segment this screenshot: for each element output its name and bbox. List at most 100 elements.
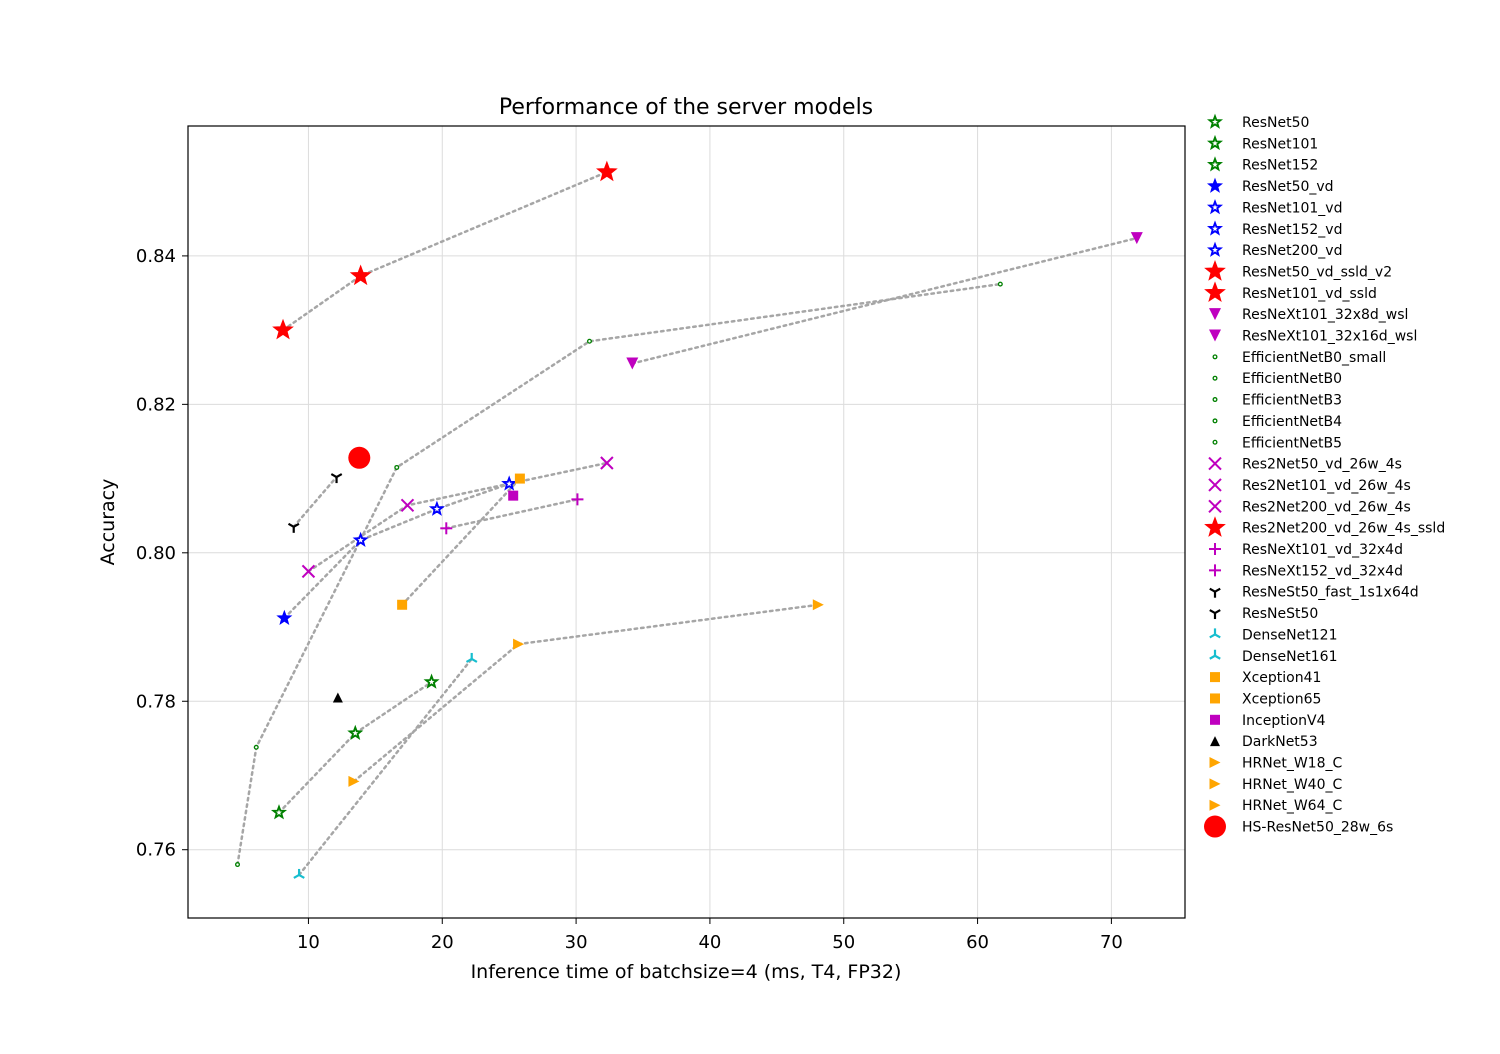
point-hrnet-w18-c xyxy=(348,775,360,787)
legend-item-darknet53: DarkNet53 xyxy=(1210,734,1318,750)
legend-marker xyxy=(1209,308,1221,321)
point-res2net101-vd-26w-4s xyxy=(400,498,415,513)
point-resnext101-32x8d-wsl xyxy=(626,357,639,370)
connector-line xyxy=(631,236,1139,365)
legend-marker xyxy=(1209,609,1221,620)
legend-item-resnet200-vd: ResNet200_vd xyxy=(1206,241,1342,259)
legend-marker xyxy=(1210,693,1220,704)
connector-line xyxy=(400,477,522,607)
axis-ticks: 10 20 30 40 50 60 70 0.76 0.78 0.80 0.82 0.84 xyxy=(136,246,1123,953)
y-tick-label: 0.80 xyxy=(136,543,176,564)
point-res2net200-vd-26w-4s xyxy=(600,456,614,470)
legend-label: ResNet152_vd xyxy=(1242,222,1342,238)
legend-marker xyxy=(1209,543,1221,555)
point-hrnet-w64-c xyxy=(812,599,824,611)
legend-label: ResNeXt101_32x16d_wsl xyxy=(1242,329,1417,345)
legend-item-hrnet-w18-c: HRNet_W18_C xyxy=(1209,756,1342,772)
connector-line xyxy=(352,603,820,783)
legend-item-inceptionv4: InceptionV4 xyxy=(1210,713,1326,729)
point-resnet200-vd xyxy=(501,475,518,491)
data-points xyxy=(235,160,1143,879)
legend-label: HS-ResNet50_28w_6s xyxy=(1242,820,1393,836)
legend-label: Res2Net200_vd_26w_4s_ssld xyxy=(1242,521,1445,537)
legend-label: DarkNet53 xyxy=(1242,734,1318,750)
legend-item-resnet101-vd: ResNet101_vd xyxy=(1206,198,1342,216)
legend-item-res2net50-vd-26w-4s: Res2Net50_vd_26w_4s xyxy=(1208,456,1402,473)
y-tick-label: 0.82 xyxy=(136,394,176,415)
legend-marker xyxy=(1209,628,1221,639)
legend-marker xyxy=(1208,456,1222,471)
x-tick-label: 40 xyxy=(698,932,721,953)
legend-item-res2net200-vd-26w-4s-ssld: Res2Net200_vd_26w_4s_ssld xyxy=(1204,516,1445,537)
legend-item-resnext152-vd-32x4d: ResNeXt152_vd_32x4d xyxy=(1209,563,1403,579)
legend-marker xyxy=(1209,649,1221,660)
connector-line xyxy=(445,498,579,530)
legend-label: ResNet50 xyxy=(1242,115,1309,131)
point-densenet121 xyxy=(293,868,305,879)
legend-marker xyxy=(1209,587,1221,598)
legend-item-xception41: Xception41 xyxy=(1210,670,1321,686)
point-densenet161 xyxy=(465,652,478,663)
legend-label: HRNet_W40_C xyxy=(1242,777,1342,793)
legend-label: EfficientNetB3 xyxy=(1242,393,1342,409)
legend-item-resnext101-vd-32x4d: ResNeXt101_vd_32x4d xyxy=(1209,542,1403,558)
y-tick-label: 0.84 xyxy=(136,246,176,267)
y-tick-label: 0.78 xyxy=(136,691,176,712)
x-tick-label: 50 xyxy=(832,932,855,953)
legend-item-hs-resnet50-28w-6s: HS-ResNet50_28w_6s xyxy=(1204,815,1393,838)
legend-label: ResNet101_vd_ssld xyxy=(1242,286,1377,302)
point-res2net200-vd-26w-4s-ssld xyxy=(596,160,618,182)
point-efficientnetb3 xyxy=(394,464,400,470)
y-axis-label: Accuracy xyxy=(97,479,119,566)
point-resnet152-vd xyxy=(428,500,445,516)
point-resnet101 xyxy=(423,673,440,689)
legend-item-efficientnetb0: EfficientNetB0 xyxy=(1212,371,1342,387)
legend-item-resnet50-vd-ssld-v2: ResNet50_vd_ssld_v2 xyxy=(1204,260,1392,281)
point-inceptionv4 xyxy=(508,490,519,501)
legend-item-efficientnetb4: EfficientNetB4 xyxy=(1212,414,1342,430)
connector-line xyxy=(292,475,338,529)
legend-label: Res2Net101_vd_26w_4s xyxy=(1242,478,1411,494)
point-hrnet-w40-c xyxy=(513,638,525,650)
legend-item-resnet101: ResNet101 xyxy=(1206,134,1318,152)
point-resnest50 xyxy=(330,473,343,484)
point-resnext101-32x16d-wsl xyxy=(1130,232,1143,245)
legend-marker xyxy=(1209,564,1221,577)
legend-marker xyxy=(1212,375,1218,381)
point-resnet50 xyxy=(347,724,364,740)
legend-label: ResNet200_vd xyxy=(1242,243,1342,259)
legend-label: ResNeXt101_32x8d_wsl xyxy=(1242,307,1408,323)
point-resnet101-vd-ssld xyxy=(349,264,372,286)
x-tick-label: 30 xyxy=(565,932,588,953)
point-darknet53 xyxy=(332,692,343,703)
legend-label: ResNet101 xyxy=(1242,136,1318,152)
point-hs-resnet50-28w-6s xyxy=(348,446,371,469)
legend-item-resnest50: ResNeSt50 xyxy=(1209,606,1318,622)
gridlines xyxy=(188,126,1185,918)
legend-label: InceptionV4 xyxy=(1242,713,1326,729)
point-efficientnetb0-small xyxy=(235,862,241,868)
legend-item-hrnet-w64-c: HRNet_W64_C xyxy=(1209,798,1342,814)
legend-marker xyxy=(1204,516,1226,537)
x-tick-label: 20 xyxy=(431,932,454,953)
legend-item-efficientnetb3: EfficientNetB3 xyxy=(1212,393,1342,409)
point-xception41 xyxy=(397,599,408,610)
legend-item-resnet50: ResNet50 xyxy=(1206,113,1309,131)
connector-line xyxy=(283,482,511,620)
point-efficientnetb4 xyxy=(586,338,592,344)
point-resnet50-vd xyxy=(276,609,293,625)
chart-title: Performance of the server models xyxy=(499,95,873,120)
legend-item-resnet101-vd-ssld: ResNet101_vd_ssld xyxy=(1204,281,1377,303)
legend-item-res2net101-vd-26w-4s: Res2Net101_vd_26w_4s xyxy=(1208,478,1411,494)
legend-marker xyxy=(1204,260,1226,281)
legend-label: Xception65 xyxy=(1242,691,1321,707)
legend-item-resnet50-vd: ResNet50_vd xyxy=(1206,177,1334,195)
point-resnet152 xyxy=(270,804,288,820)
x-tick-label: 60 xyxy=(966,932,989,953)
point-resnext101-vd-32x4d xyxy=(440,522,453,535)
legend-label: ResNeSt50 xyxy=(1242,606,1318,622)
legend-label: EfficientNetB4 xyxy=(1242,414,1342,430)
legend-marker xyxy=(1208,499,1222,514)
legend: ResNet50 ResNet101 ResNet152 ResNet50_vd Res… xyxy=(1204,113,1445,838)
